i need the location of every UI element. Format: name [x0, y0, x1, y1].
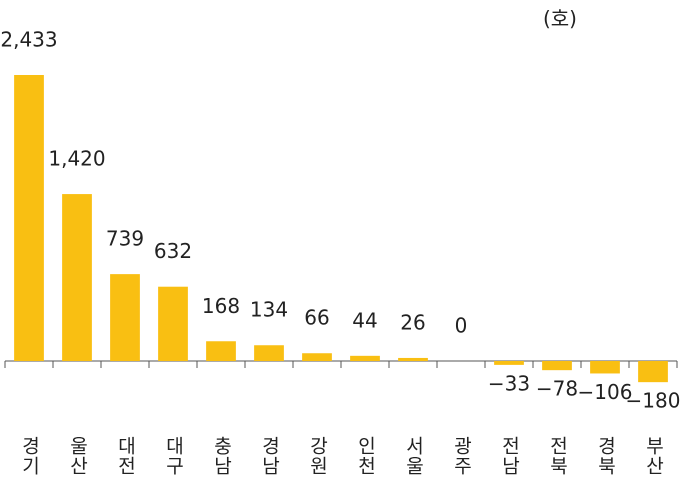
- bar: [110, 274, 140, 361]
- x-tick-label: 대전: [115, 436, 137, 476]
- bar: [206, 341, 236, 361]
- x-tick-label: 부산: [643, 436, 665, 476]
- bar: [14, 75, 44, 361]
- x-tick-label: 경북: [595, 436, 617, 476]
- bar: [398, 357, 428, 361]
- value-label: 134: [250, 298, 288, 322]
- x-tick-label: 충남: [211, 436, 233, 476]
- bar: [590, 361, 620, 374]
- value-label: 632: [154, 239, 192, 263]
- x-tick-label: 경기: [19, 436, 41, 476]
- unit-label: (호): [543, 7, 577, 31]
- value-label: −33: [488, 371, 530, 395]
- x-tick-label: 인천: [355, 436, 377, 476]
- x-tick-label: 서울: [403, 436, 425, 476]
- value-label: 1,420: [48, 147, 105, 171]
- x-tick-label: 광주: [451, 436, 473, 476]
- bar: [302, 353, 332, 361]
- value-label: −180: [626, 389, 681, 413]
- x-tick-label: 전남: [499, 436, 521, 476]
- bar: [638, 361, 668, 383]
- bar: [158, 286, 188, 361]
- bar: [62, 194, 92, 361]
- value-label: 2,433: [0, 28, 57, 52]
- value-label: 26: [400, 310, 425, 334]
- value-label: −106: [578, 380, 633, 404]
- bar: [494, 361, 524, 365]
- x-tick-label: 울산: [67, 436, 89, 476]
- x-tick-label: 전북: [547, 436, 569, 476]
- value-label: 0: [455, 314, 468, 338]
- x-tick-label: 대구: [163, 436, 185, 476]
- value-label: 66: [304, 306, 329, 330]
- x-tick-label: 강원: [307, 436, 329, 476]
- value-label: −78: [536, 377, 578, 401]
- value-label: 168: [202, 294, 240, 318]
- bar: [254, 345, 284, 361]
- bar: [542, 361, 572, 371]
- value-label: 44: [352, 308, 377, 332]
- bar: [350, 355, 380, 361]
- x-tick-label: 경남: [259, 436, 281, 476]
- value-label: 739: [106, 227, 144, 251]
